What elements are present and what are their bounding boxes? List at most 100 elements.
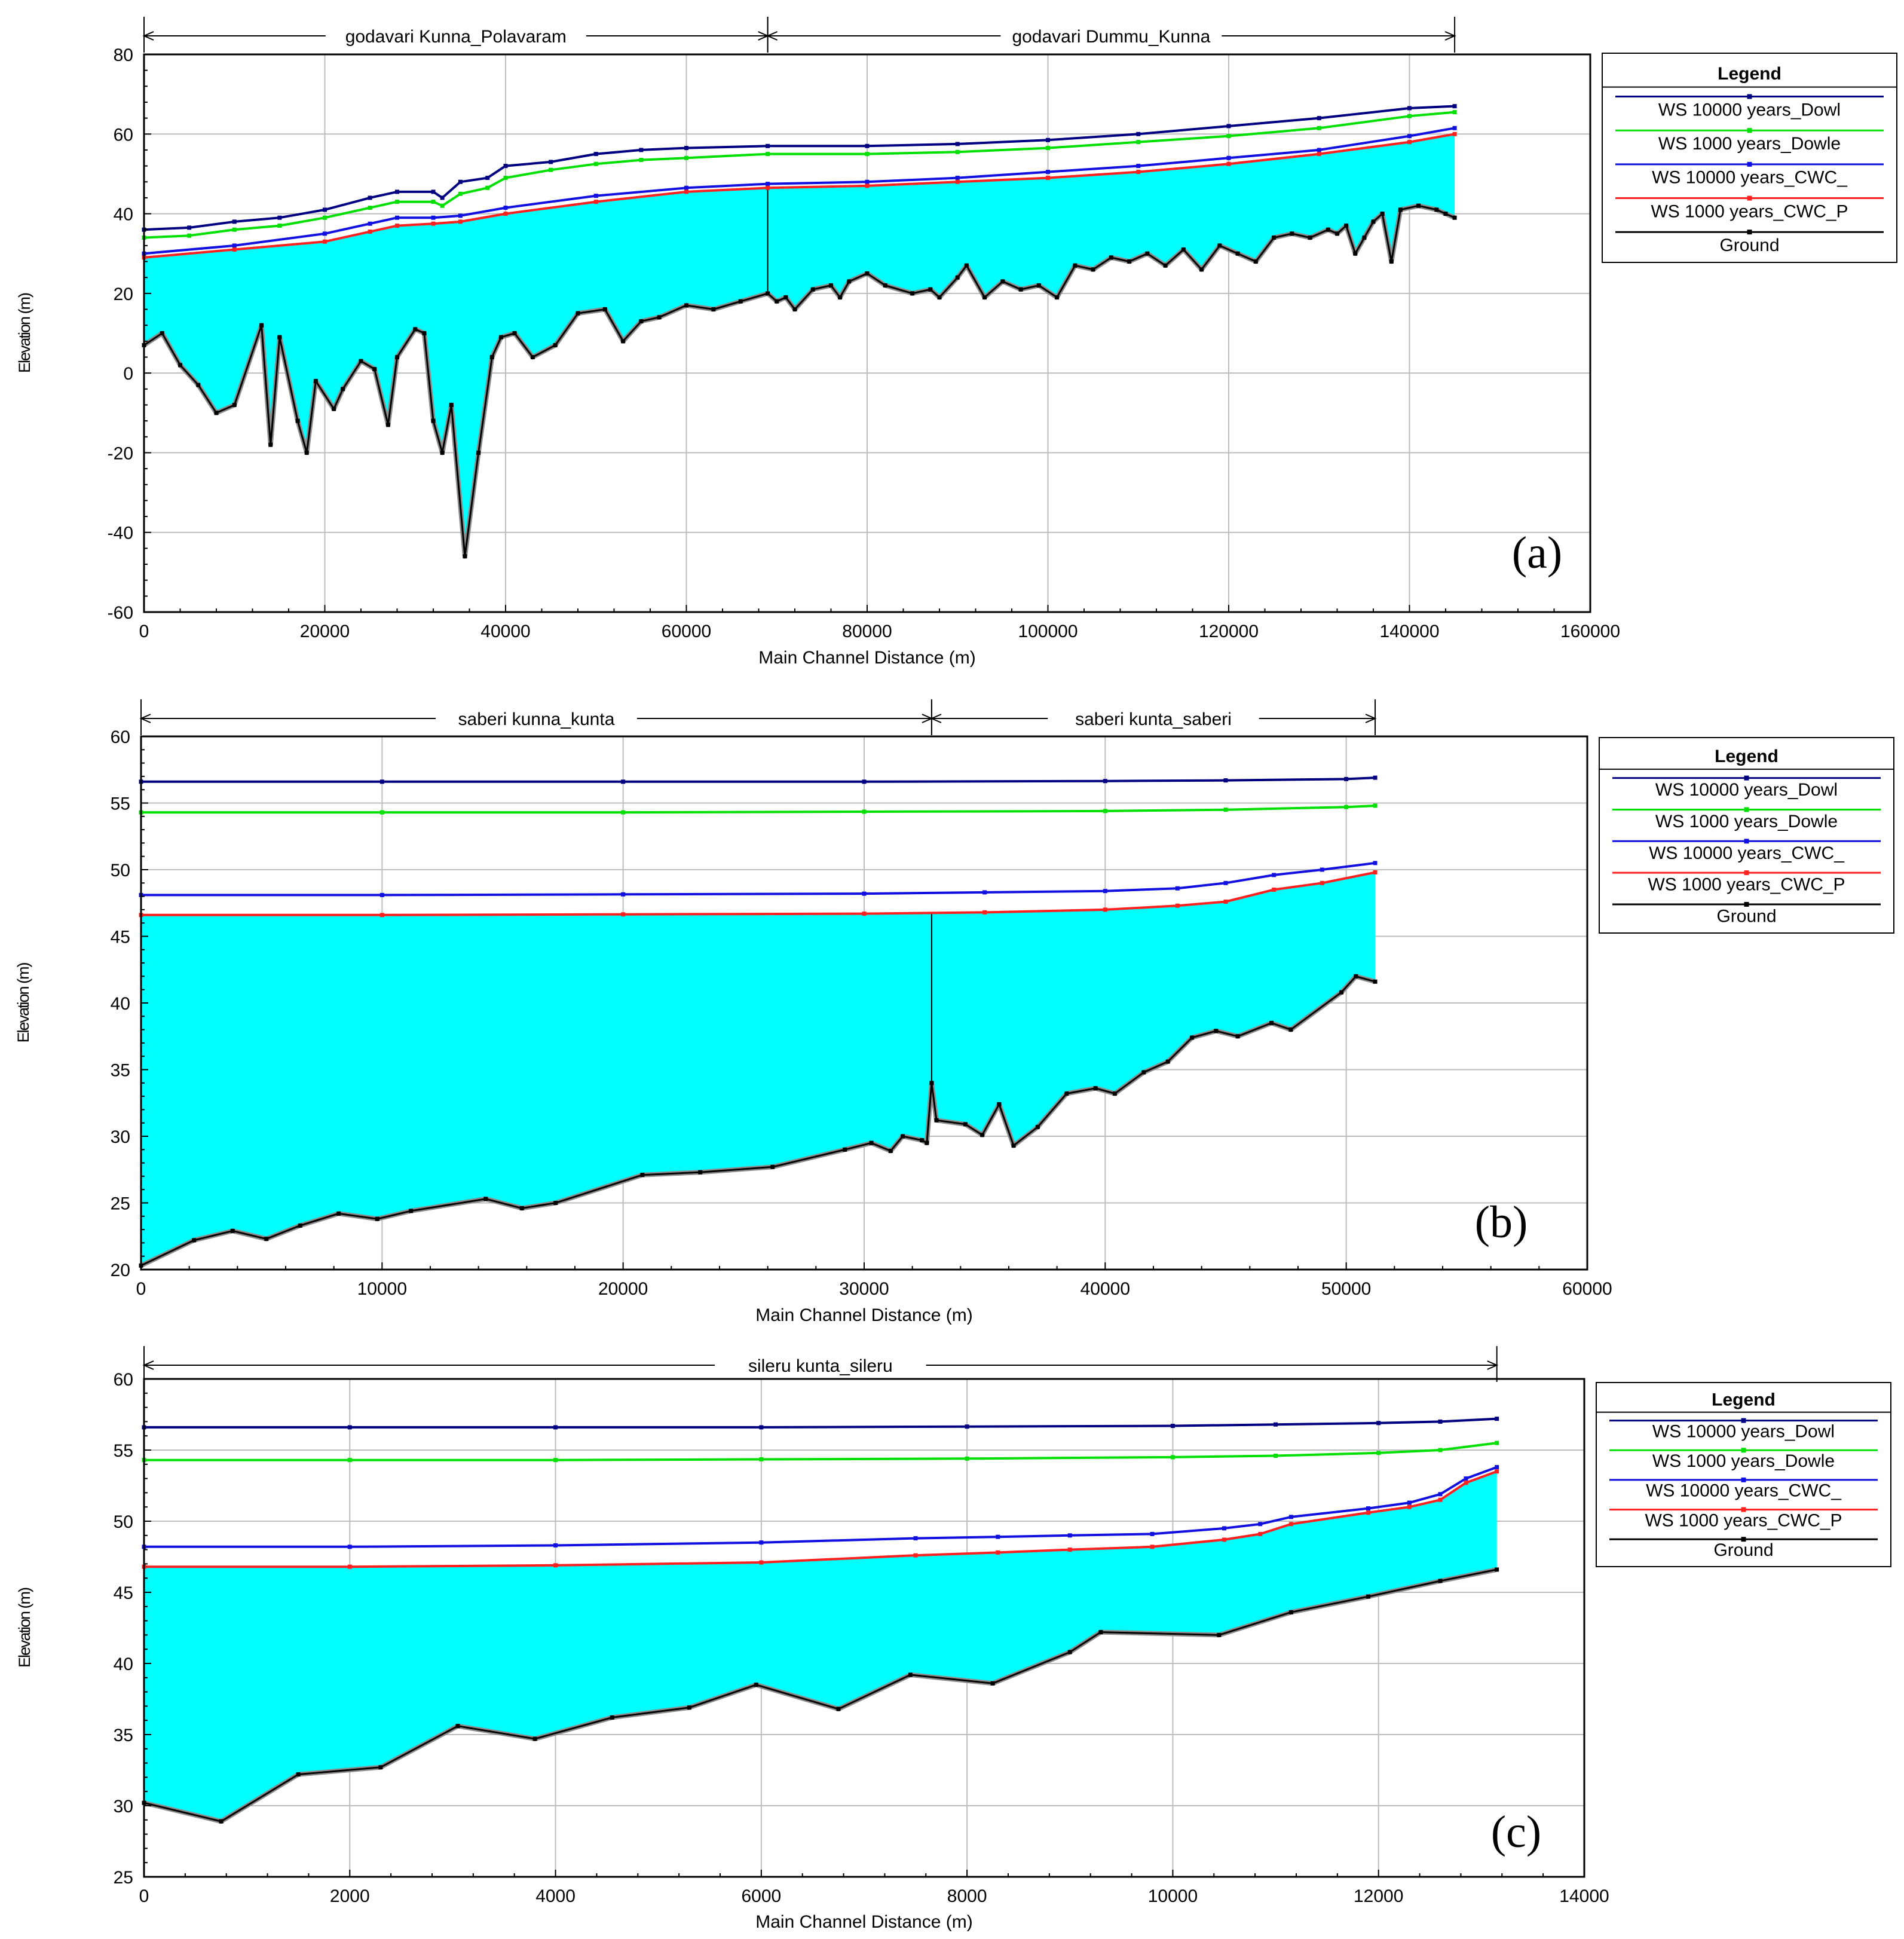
data-point-ground (766, 291, 770, 296)
data-point-ground (829, 283, 833, 288)
legend-entry: WS 10000 years_CWC_ (1646, 1481, 1842, 1501)
data-point-ws1000_dowle (549, 167, 553, 172)
data-point-ws1000_cwc_p (862, 912, 867, 916)
panel-label: (c) (1491, 1807, 1541, 1857)
y-axis-label: Elevation (m) (16, 293, 33, 373)
data-point-ws1000_dowle (1407, 114, 1412, 118)
data-point-ws10000_cwc (1046, 170, 1050, 175)
x-tick-label: 80000 (842, 622, 892, 641)
data-point-ground (449, 402, 454, 407)
data-point-ground (929, 1081, 934, 1085)
data-point-ground (1000, 279, 1005, 284)
data-point-ground (530, 354, 535, 359)
legend-title: Legend (1718, 64, 1781, 84)
data-point-ws1000_cwc_p (996, 1550, 1000, 1555)
series-line-ws10000_dowl (144, 1417, 1497, 1429)
data-point-ground (1145, 251, 1150, 256)
data-point-ground (869, 1140, 874, 1145)
data-point-ws10000_cwc (1103, 889, 1107, 894)
data-point-ground (463, 554, 467, 559)
data-point-ws10000_dowl (379, 779, 384, 784)
y-tick-label: 60 (114, 125, 133, 145)
data-point-ws1000_cwc_p (323, 239, 327, 244)
data-point-ws1000_dowle (395, 200, 399, 204)
data-point-ws1000_cwc_p (1067, 1547, 1072, 1552)
data-point-ground (336, 1211, 341, 1216)
data-point-ground (836, 1706, 841, 1711)
data-point-ws10000_dowl (1452, 104, 1457, 109)
data-point-ground (422, 331, 427, 335)
x-tick-label: 10000 (1148, 1886, 1198, 1906)
data-point-ground (1366, 1594, 1370, 1599)
data-point-ground (375, 1216, 379, 1221)
legend-marker-ws10000_dowl (1744, 775, 1749, 781)
data-point-ground (1190, 1035, 1195, 1040)
data-point-ground (1434, 207, 1439, 212)
data-point-ws10000_dowl (1223, 778, 1228, 783)
data-point-ws1000_dowle (187, 233, 192, 238)
data-point-ws1000_cwc_p (865, 183, 870, 188)
data-point-ws1000_dowle (1373, 803, 1378, 808)
data-point-ground (602, 307, 607, 312)
data-point-ws1000_cwc_p (1175, 903, 1180, 908)
data-point-ground (1093, 1086, 1098, 1091)
data-point-ws1000_cwc_p (982, 910, 987, 915)
data-point-ws1000_dowle (1046, 146, 1050, 151)
data-point-ground (990, 1681, 995, 1686)
data-point-ground (341, 387, 345, 392)
data-point-ground (1098, 1630, 1103, 1635)
data-point-ground (928, 287, 933, 292)
data-point-ws10000_dowl (1407, 106, 1412, 111)
data-point-ws1000_cwc_p (1150, 1545, 1155, 1549)
data-point-ws10000_cwc (1407, 134, 1412, 139)
data-point-ground (1438, 1579, 1443, 1583)
x-tick-label: 10000 (357, 1279, 407, 1299)
data-point-ws10000_dowl (1317, 116, 1321, 121)
data-point-ws1000_cwc_p (368, 230, 372, 234)
data-point-ground (519, 1206, 524, 1210)
series-line-ground (140, 975, 1376, 1267)
data-point-ground (1064, 1091, 1069, 1096)
x-tick-label: 20000 (300, 622, 350, 641)
y-tick-label: 60 (114, 1370, 133, 1390)
data-point-ws10000_dowl (965, 1424, 969, 1429)
reach-label: saberi kunna_kunta (458, 709, 615, 729)
legend-entry: WS 1000 years_Dowle (1655, 812, 1838, 831)
legend-entry: WS 1000 years_CWC_P (1651, 201, 1848, 221)
reach-arrow-head (930, 714, 942, 723)
reach-arrow-head (1365, 714, 1377, 723)
data-point-ws10000_cwc (1317, 148, 1321, 152)
data-point-ground (1165, 1059, 1170, 1064)
legend-marker-ws1000_cwc_p (1744, 870, 1749, 876)
data-point-ws10000_dowl (621, 779, 626, 784)
data-point-ground (409, 1209, 414, 1213)
data-point-ws1000_cwc_p (593, 200, 598, 204)
data-point-ground (576, 311, 580, 316)
data-point-ground (359, 359, 363, 363)
data-point-ws1000_dowle (232, 227, 237, 232)
data-point-ground (738, 299, 743, 304)
data-point-ws1000_cwc_p (458, 219, 463, 224)
legend-entry: WS 10000 years_Dowl (1658, 100, 1841, 120)
data-point-ground (1326, 227, 1330, 232)
data-point-ws10000_dowl (1373, 775, 1378, 780)
data-point-ground (920, 1138, 925, 1143)
legend-entry: WS 1000 years_CWC_P (1645, 1510, 1842, 1530)
data-point-ws1000_dowle (458, 191, 463, 196)
data-point-ws1000_cwc_p (347, 1564, 352, 1569)
data-point-ground (1036, 283, 1041, 288)
data-point-ws1000_dowle (379, 810, 384, 815)
legend-marker-ws1000_dowle (1741, 1448, 1746, 1453)
data-point-ws10000_dowl (955, 142, 960, 146)
data-point-ws1000_dowle (368, 206, 372, 210)
data-point-ws1000_cwc_p (1223, 900, 1228, 904)
data-point-ws1000_dowle (553, 1458, 558, 1463)
data-point-ground (687, 1705, 691, 1710)
x-tick-label: 100000 (1018, 622, 1077, 641)
data-point-ws1000_dowle (766, 152, 770, 157)
data-point-ws10000_cwc (759, 1540, 764, 1545)
data-point-ground (1217, 1632, 1222, 1637)
data-point-ws10000_dowl (549, 160, 553, 164)
data-point-ws10000_dowl (187, 225, 192, 230)
